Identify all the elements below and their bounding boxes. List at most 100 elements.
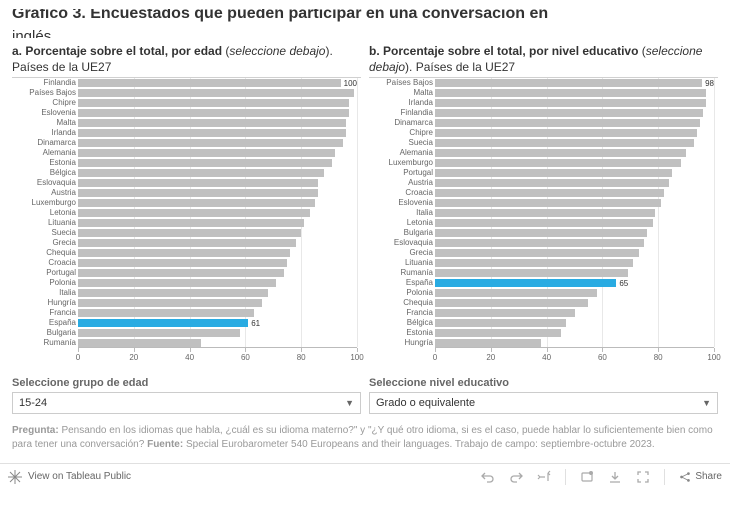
- bar[interactable]: [78, 89, 354, 97]
- bar-row: Alemania: [78, 148, 357, 158]
- chart-a-area: Finlandia100Países BajosChipreEsloveniaM…: [12, 77, 361, 367]
- bar[interactable]: [435, 279, 616, 287]
- bar[interactable]: [78, 309, 254, 317]
- redo-icon[interactable]: [509, 470, 523, 484]
- bar[interactable]: [78, 179, 318, 187]
- reset-icon[interactable]: [537, 470, 551, 484]
- bar-row: Malta: [435, 88, 714, 98]
- bar-row: Suecia: [435, 138, 714, 148]
- bar[interactable]: [435, 259, 633, 267]
- bar[interactable]: [78, 239, 296, 247]
- bar[interactable]: [78, 259, 287, 267]
- bar[interactable]: [435, 299, 588, 307]
- bar[interactable]: [78, 159, 332, 167]
- bar[interactable]: [435, 139, 694, 147]
- bar-row: Letonia: [435, 218, 714, 228]
- download-icon[interactable]: [608, 470, 622, 484]
- bar-row: Croacia: [435, 188, 714, 198]
- bar[interactable]: [78, 139, 343, 147]
- country-label: Hungría: [369, 338, 433, 348]
- notification-icon[interactable]: [580, 470, 594, 484]
- bar[interactable]: [435, 179, 669, 187]
- bar[interactable]: [78, 319, 248, 327]
- bar[interactable]: [78, 169, 324, 177]
- country-label: Francia: [12, 308, 76, 318]
- bar[interactable]: [435, 209, 655, 217]
- country-label: Eslovenia: [12, 108, 76, 118]
- bar[interactable]: [78, 249, 290, 257]
- bar-row: Alemania: [435, 148, 714, 158]
- bar-row: Luxemburgo: [435, 158, 714, 168]
- bar[interactable]: [435, 229, 647, 237]
- bar[interactable]: [435, 89, 706, 97]
- bar[interactable]: [78, 199, 315, 207]
- country-label: Países Bajos: [369, 78, 433, 88]
- share-button[interactable]: Share: [679, 471, 722, 483]
- bar-row: Malta: [78, 118, 357, 128]
- x-tick-label: 60: [241, 353, 250, 362]
- tableau-footer: View on Tableau Public Share: [0, 463, 730, 489]
- bar[interactable]: [78, 129, 346, 137]
- bar[interactable]: [78, 269, 284, 277]
- x-tick-label: 60: [598, 353, 607, 362]
- bar-row: Polonia: [78, 278, 357, 288]
- bar-row: Dinamarca: [78, 138, 357, 148]
- bar[interactable]: [435, 269, 628, 277]
- bar[interactable]: [78, 279, 276, 287]
- education-level-selector[interactable]: Grado o equivalente ▼: [369, 392, 718, 414]
- bar[interactable]: [435, 309, 575, 317]
- x-tick-label: 80: [654, 353, 663, 362]
- undo-icon[interactable]: [481, 470, 495, 484]
- bar[interactable]: [78, 109, 349, 117]
- bar-row: Austria: [78, 188, 357, 198]
- country-label: Malta: [369, 88, 433, 98]
- bar-row: Suecia: [78, 228, 357, 238]
- bar[interactable]: [78, 339, 201, 347]
- selector-b-label: Seleccione nivel educativo: [369, 377, 718, 389]
- bar[interactable]: [78, 99, 349, 107]
- bar[interactable]: [78, 119, 346, 127]
- bar-row: Finlandia: [435, 108, 714, 118]
- bar-row: Chequia: [435, 298, 714, 308]
- bar[interactable]: [435, 79, 702, 87]
- bar[interactable]: [78, 79, 341, 87]
- bar-row: España61: [78, 318, 357, 328]
- bar-row: Grecia: [78, 238, 357, 248]
- bar[interactable]: [435, 319, 566, 327]
- bar[interactable]: [78, 189, 318, 197]
- bar[interactable]: [435, 149, 686, 157]
- bar[interactable]: [78, 219, 304, 227]
- bar[interactable]: [435, 119, 700, 127]
- bar[interactable]: [435, 199, 661, 207]
- bar[interactable]: [78, 299, 262, 307]
- fullscreen-icon[interactable]: [636, 470, 650, 484]
- bar-row: Eslovaquia: [78, 178, 357, 188]
- bar-row: Grecia: [435, 248, 714, 258]
- bar[interactable]: [435, 189, 664, 197]
- bar[interactable]: [78, 229, 301, 237]
- country-label: Chequia: [12, 248, 76, 258]
- bar[interactable]: [435, 159, 681, 167]
- bar[interactable]: [435, 339, 541, 347]
- bar[interactable]: [78, 149, 335, 157]
- view-on-tableau-link[interactable]: View on Tableau Public: [8, 470, 131, 484]
- bar[interactable]: [78, 329, 240, 337]
- bar[interactable]: [435, 249, 639, 257]
- chart-panel-b: b. Porcentaje sobre el total, por nivel …: [369, 44, 718, 367]
- country-label: Polonia: [12, 278, 76, 288]
- bar[interactable]: [435, 129, 697, 137]
- chart-a-header: a. Porcentaje sobre el total, por edad (…: [12, 44, 361, 75]
- country-label: Grecia: [369, 248, 433, 258]
- age-group-selector[interactable]: 15-24 ▼: [12, 392, 361, 414]
- bar[interactable]: [435, 99, 706, 107]
- bar[interactable]: [78, 209, 310, 217]
- country-label: Eslovenia: [369, 198, 433, 208]
- bar[interactable]: [435, 219, 653, 227]
- bar[interactable]: [435, 109, 703, 117]
- bar-row: Rumanía: [435, 268, 714, 278]
- bar[interactable]: [435, 239, 644, 247]
- bar[interactable]: [435, 169, 672, 177]
- bar[interactable]: [435, 329, 561, 337]
- bar[interactable]: [78, 289, 268, 297]
- bar[interactable]: [435, 289, 597, 297]
